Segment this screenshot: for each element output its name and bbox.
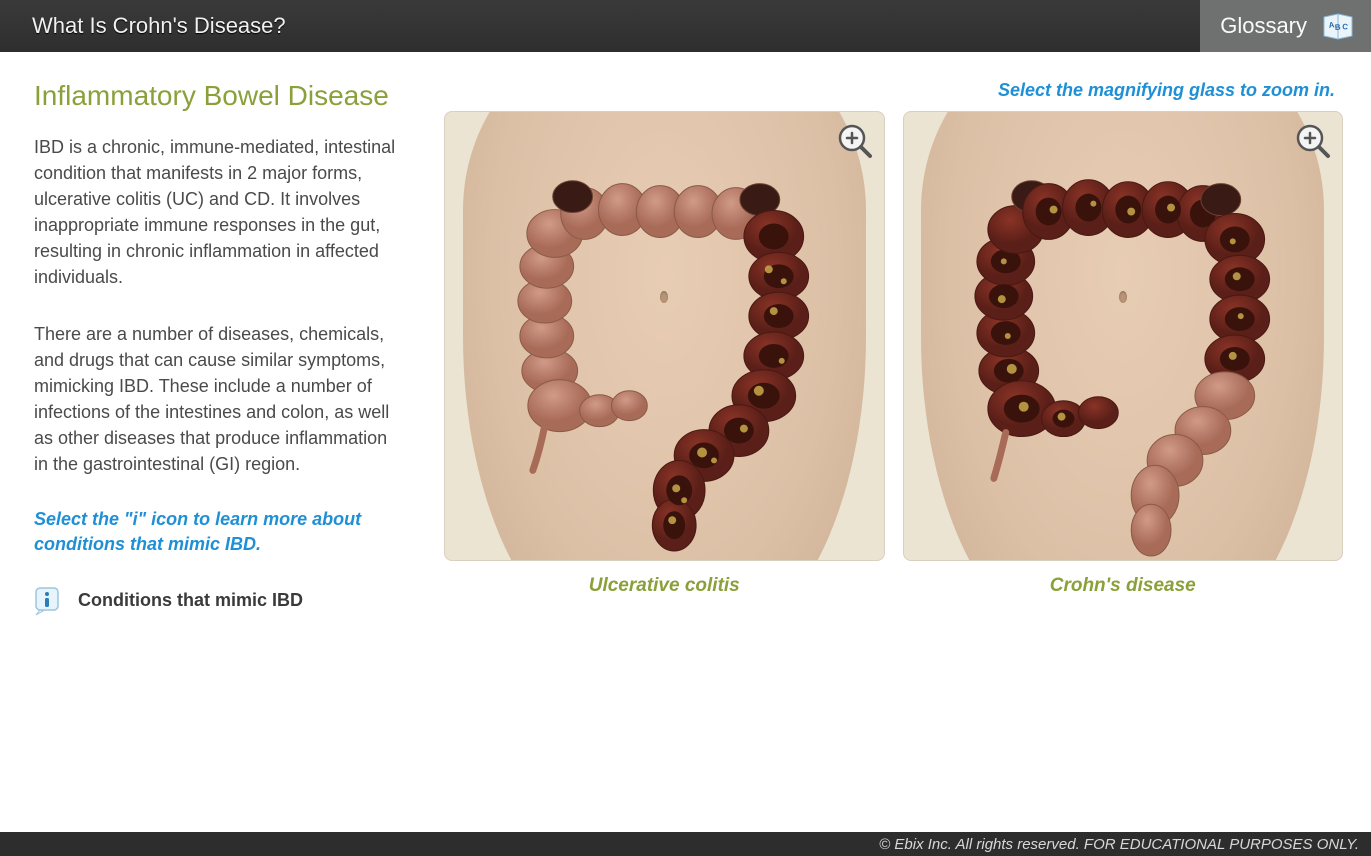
section-title: Inflammatory Bowel Disease bbox=[34, 80, 404, 112]
glossary-icon: A B C bbox=[1321, 12, 1355, 40]
panels-row: Ulcerative colitis bbox=[444, 111, 1343, 597]
caption-cd: Crohn's disease bbox=[1050, 575, 1196, 597]
content-area: Inflammatory Bowel Disease IBD is a chro… bbox=[0, 52, 1371, 832]
info-row: Conditions that mimic IBD bbox=[34, 586, 404, 616]
paragraph-2: There are a number of diseases, chemical… bbox=[34, 321, 404, 478]
info-label: Conditions that mimic IBD bbox=[78, 590, 303, 611]
torso-illustration-cd bbox=[904, 112, 1343, 560]
panel-uc-image bbox=[444, 111, 885, 561]
footer-bar: © Ebix Inc. All rights reserved. FOR EDU… bbox=[0, 832, 1371, 856]
info-hint: Select the "i" icon to learn more about … bbox=[34, 507, 404, 557]
glossary-label: Glossary bbox=[1220, 13, 1307, 39]
magnify-icon[interactable] bbox=[836, 122, 874, 160]
left-column: Inflammatory Bowel Disease IBD is a chro… bbox=[34, 80, 404, 832]
panel-cd-image bbox=[903, 111, 1344, 561]
panel-uc: Ulcerative colitis bbox=[444, 111, 885, 597]
panel-cd: Crohn's disease bbox=[903, 111, 1344, 597]
svg-text:C: C bbox=[1342, 22, 1349, 32]
svg-text:B: B bbox=[1335, 23, 1342, 32]
right-column: Select the magnifying glass to zoom in. bbox=[444, 80, 1343, 832]
caption-uc: Ulcerative colitis bbox=[589, 575, 740, 597]
magnify-icon[interactable] bbox=[1294, 122, 1332, 160]
paragraph-1: IBD is a chronic, immune-mediated, intes… bbox=[34, 134, 404, 291]
page-title: What Is Crohn's Disease? bbox=[32, 13, 286, 39]
info-icon[interactable] bbox=[34, 586, 64, 616]
glossary-button[interactable]: Glossary A B C bbox=[1200, 0, 1371, 52]
zoom-hint: Select the magnifying glass to zoom in. bbox=[444, 80, 1343, 101]
footer-text: © Ebix Inc. All rights reserved. FOR EDU… bbox=[879, 836, 1359, 853]
torso-illustration-uc bbox=[445, 112, 884, 560]
header-bar: What Is Crohn's Disease? Glossary A B C bbox=[0, 0, 1371, 52]
